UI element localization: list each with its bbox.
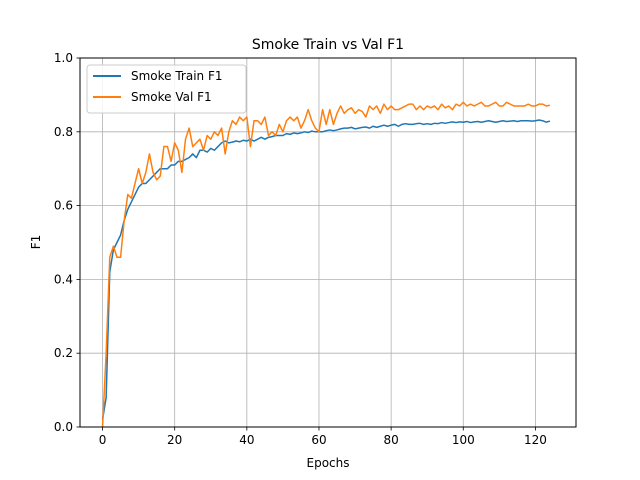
- x-tick-label: 80: [383, 433, 398, 447]
- x-axis-ticks: 0 20 40 60 80 100 120: [99, 427, 547, 447]
- x-tick-label: 20: [167, 433, 182, 447]
- legend-label-train: Smoke Train F1: [131, 69, 223, 83]
- legend-label-val: Smoke Val F1: [131, 90, 212, 104]
- y-tick-label: 1.0: [54, 51, 73, 65]
- plot-frame: [79, 57, 577, 428]
- y-tick-label: 0.2: [54, 346, 73, 360]
- y-tick-label: 0.8: [54, 125, 73, 139]
- y-axis-label: F1: [29, 235, 43, 250]
- y-axis-ticks: 0.0 0.2 0.4 0.6 0.8 1.0: [54, 51, 80, 434]
- legend: Smoke Train F1 Smoke Val F1: [86, 64, 247, 114]
- x-tick-label: 60: [311, 433, 326, 447]
- series-line-train: [101, 119, 551, 420]
- x-tick-label: 120: [524, 433, 547, 447]
- y-tick-label: 0.6: [54, 199, 73, 213]
- series-line-val: [101, 101, 551, 428]
- series-layer: [101, 101, 551, 428]
- chart-title: Smoke Train vs Val F1: [252, 37, 404, 53]
- legend-box: [86, 64, 247, 114]
- x-tick-label: 0: [99, 433, 107, 447]
- x-tick-label: 100: [452, 433, 475, 447]
- y-tick-label: 0.4: [54, 272, 73, 286]
- x-tick-label: 40: [239, 433, 254, 447]
- y-tick-label: 0.0: [54, 420, 73, 434]
- x-axis-label: Epochs: [307, 456, 350, 470]
